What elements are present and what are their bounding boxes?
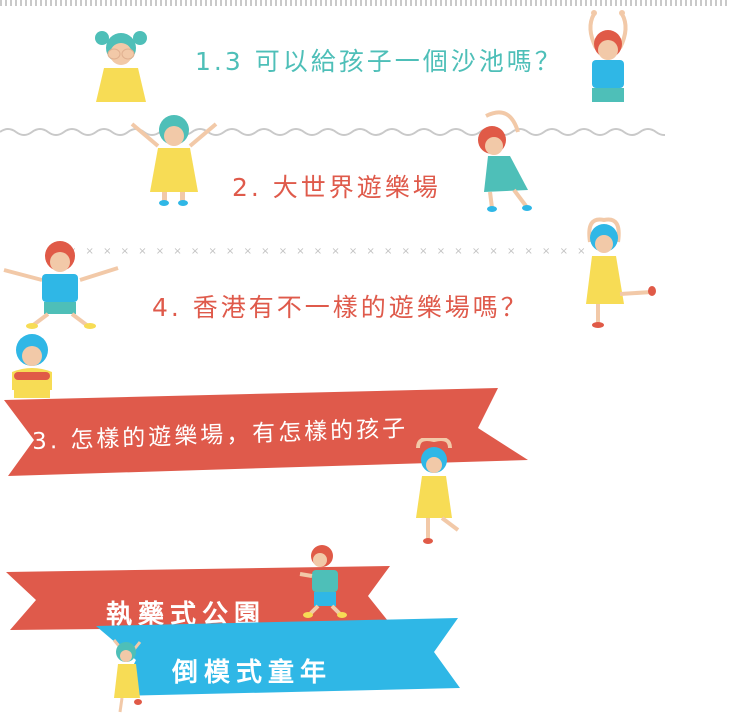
wavy-divider xyxy=(0,128,665,136)
heading-great-world-amusement: 2. 大世界遊樂場 xyxy=(232,173,441,202)
kid-hanging-illustration xyxy=(416,438,460,544)
kid-covering-eyes-illustration xyxy=(95,31,147,102)
kid-sitting-illustration xyxy=(12,334,52,398)
banner-molded-childhood: 倒模式童年 xyxy=(172,658,333,688)
dotted-top-border xyxy=(0,0,730,6)
kid-arms-up-illustration xyxy=(588,10,628,102)
kid-yellow-dress-illustration xyxy=(130,115,218,206)
heading-sandpit: 1.3 可以給孩子一個沙池嗎？ xyxy=(195,47,563,76)
heading-different-playground: 4. 香港有不一樣的遊樂場嗎？ xyxy=(152,293,529,322)
kid-heart-arms-illustration xyxy=(586,217,656,328)
kid-hanging-blue-banner-illustration xyxy=(112,639,142,713)
kid-blue-shirt-arms-out-illustration xyxy=(3,241,119,329)
red-ribbon-banner-2 xyxy=(6,566,392,630)
kid-teal-dress-dancing-illustration xyxy=(478,110,532,212)
kid-climbing-illustration xyxy=(299,545,347,618)
red-ribbon-banner xyxy=(4,388,528,476)
cross-mark-divider: × × × × × × × × × × × × × × × × × × × × … xyxy=(68,246,588,257)
blue-ribbon-banner xyxy=(96,618,460,696)
